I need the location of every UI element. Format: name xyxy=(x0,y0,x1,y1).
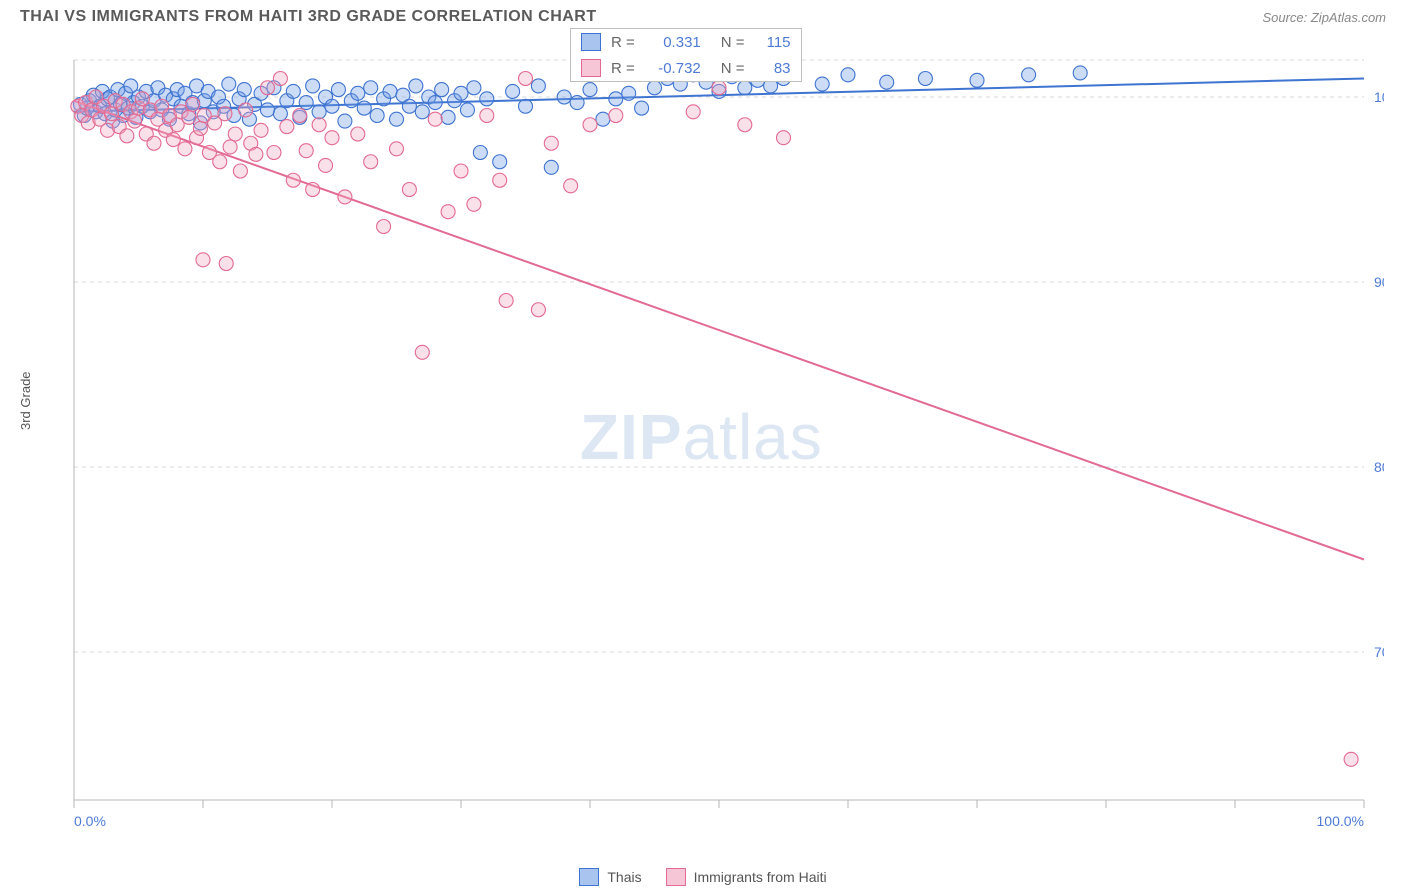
svg-text:100.0%: 100.0% xyxy=(1374,89,1384,105)
svg-text:70.0%: 70.0% xyxy=(1374,644,1384,660)
y-axis-label: 3rd Grade xyxy=(18,371,33,430)
stat-r-label: R = xyxy=(611,34,635,51)
legend-label: Immigrants from Haiti xyxy=(694,869,827,885)
stat-swatch xyxy=(581,33,601,51)
legend-label: Thais xyxy=(607,869,641,885)
scatter-chart: 70.0% 80.0% 90.0% 100.0% 0.0% 100.0% xyxy=(54,40,1384,840)
stat-r-label: R = xyxy=(611,60,635,77)
stat-row: R = 0.331 N = 115 xyxy=(571,29,801,55)
legend: Thais Immigrants from Haiti xyxy=(0,868,1406,886)
svg-text:100.0%: 100.0% xyxy=(1317,813,1364,829)
svg-text:80.0%: 80.0% xyxy=(1374,459,1384,475)
stat-n-label: N = xyxy=(721,60,745,77)
source-label: Source: ZipAtlas.com xyxy=(1262,10,1386,25)
svg-text:90.0%: 90.0% xyxy=(1374,274,1384,290)
correlation-stats-box: R = 0.331 N = 115 R = -0.732 N = 83 xyxy=(570,28,802,82)
stat-n-value: 83 xyxy=(755,60,791,77)
stat-swatch xyxy=(581,59,601,77)
svg-text:0.0%: 0.0% xyxy=(74,813,106,829)
stat-r-value: -0.732 xyxy=(645,60,701,77)
stat-r-value: 0.331 xyxy=(645,34,701,51)
legend-item: Immigrants from Haiti xyxy=(666,868,827,886)
legend-swatch xyxy=(666,868,686,886)
stat-row: R = -0.732 N = 83 xyxy=(571,55,801,81)
stat-n-value: 115 xyxy=(755,34,791,51)
stat-n-label: N = xyxy=(721,34,745,51)
chart-area: 70.0% 80.0% 90.0% 100.0% 0.0% 100.0% xyxy=(54,40,1384,840)
legend-swatch xyxy=(579,868,599,886)
chart-title: THAI VS IMMIGRANTS FROM HAITI 3RD GRADE … xyxy=(20,8,597,26)
legend-item: Thais xyxy=(579,868,641,886)
